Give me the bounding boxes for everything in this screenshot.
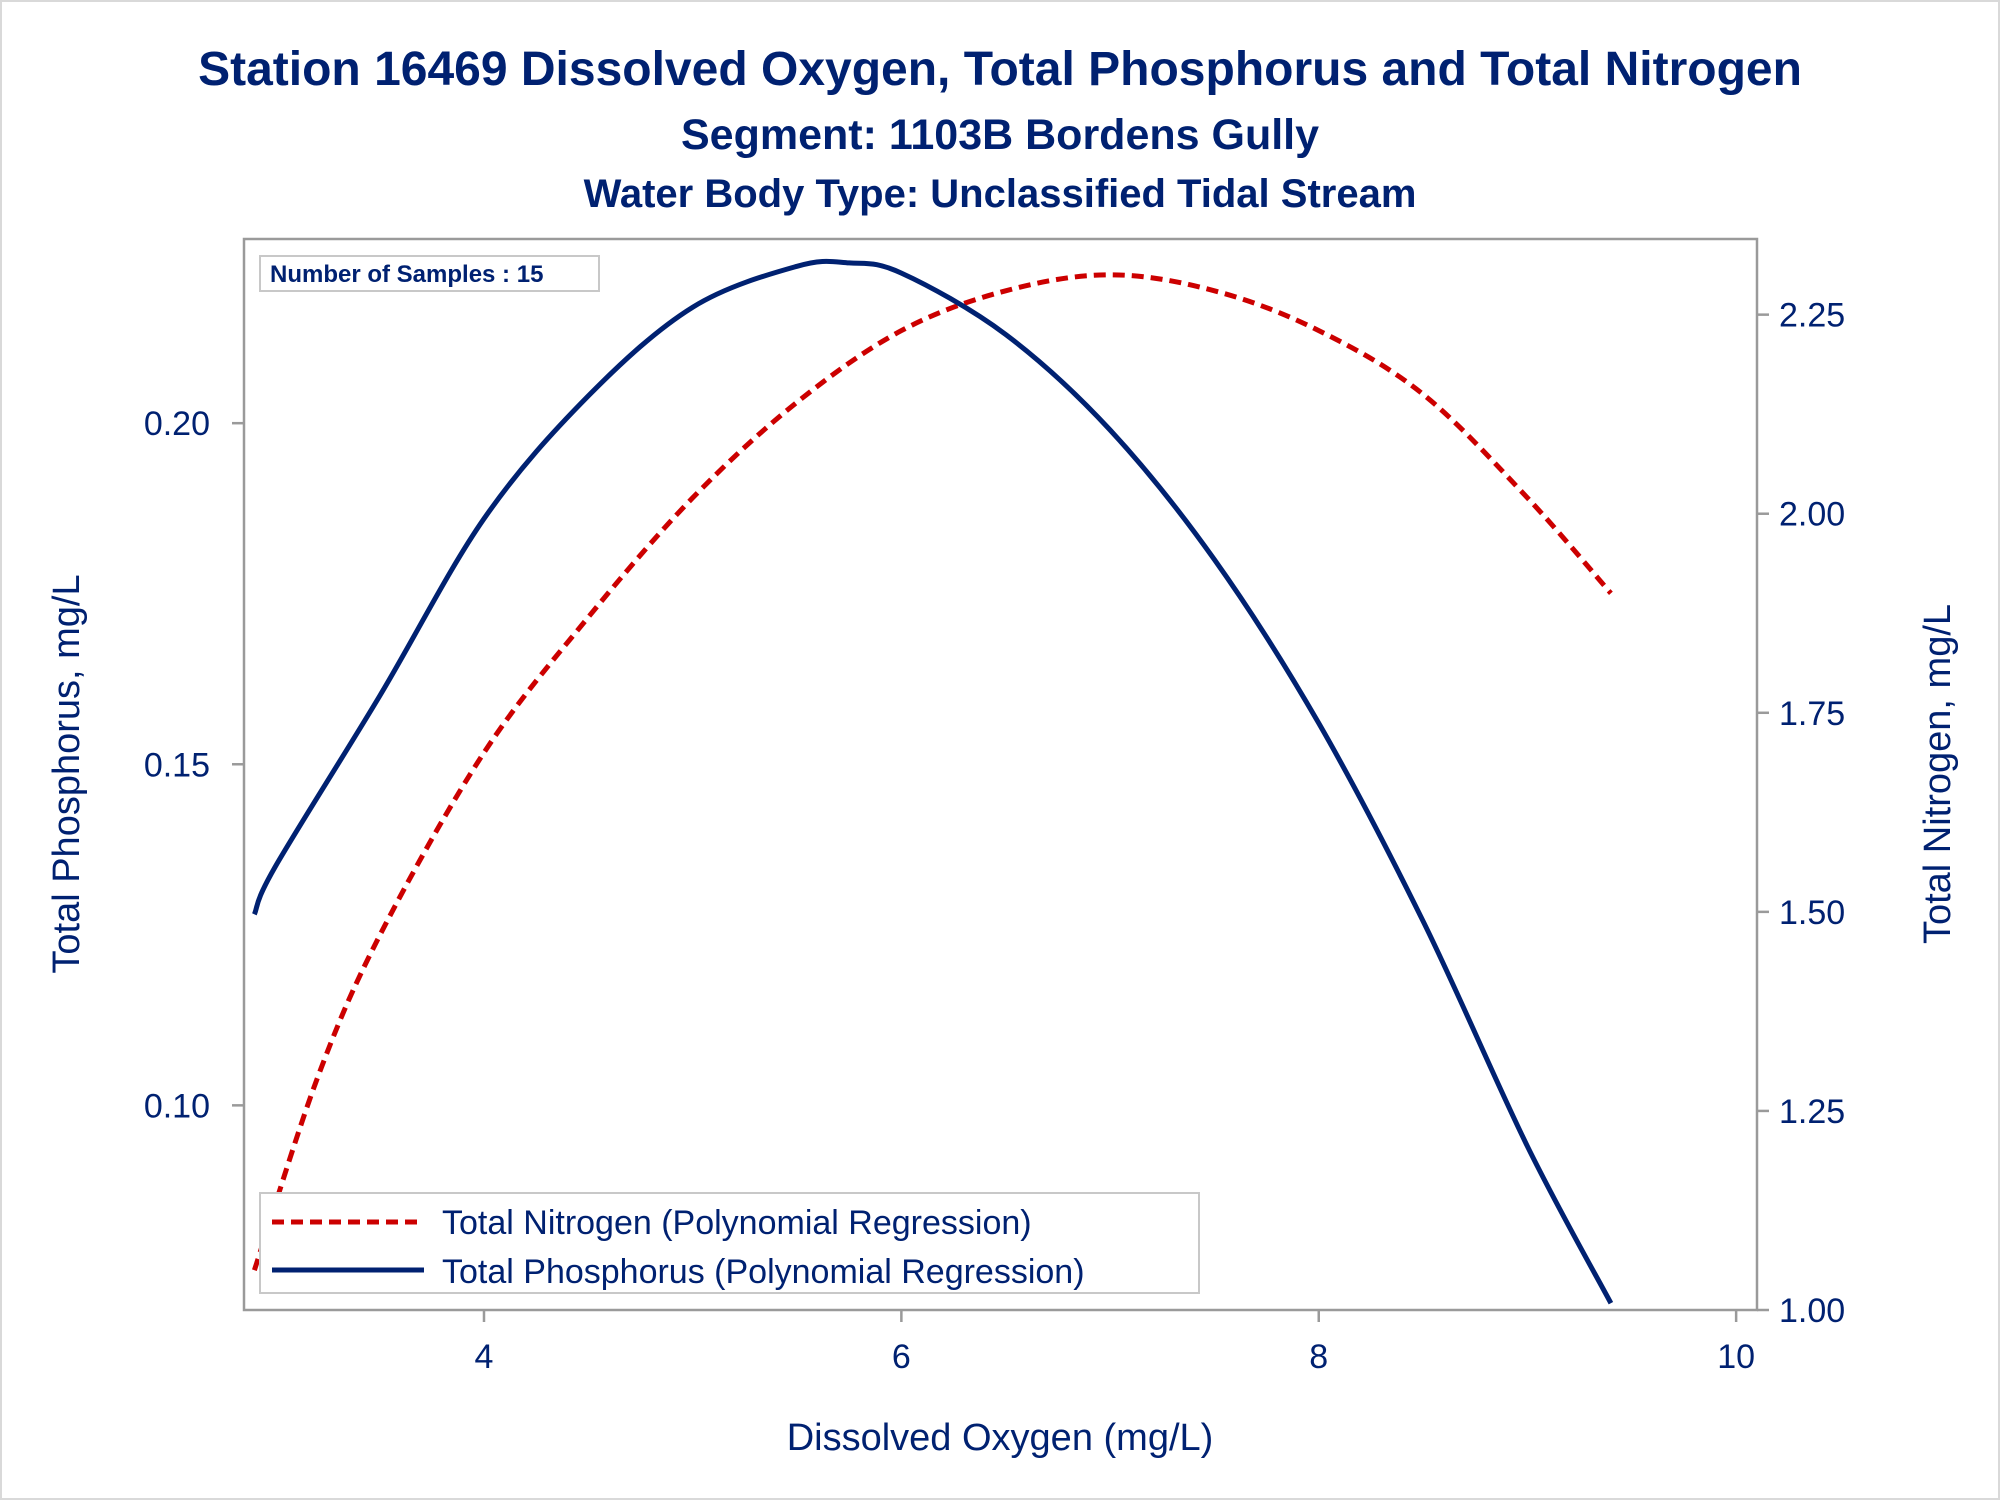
chart-subtitle-2: Water Body Type: Unclassified Tidal Stre… [584, 172, 1417, 216]
x-tick-label: 6 [892, 1338, 911, 1376]
sample-count-inset: Number of Samples : 15 [259, 255, 600, 292]
x-tick-label: 4 [475, 1338, 494, 1376]
sample-count-box [259, 255, 600, 292]
y2-tick-label: 1.75 [1779, 695, 1845, 733]
y-axis-left: 0.10 0.15 0.20 [144, 405, 244, 1125]
y-tick-label: 0.20 [144, 405, 210, 443]
y2-tick-label: 2.25 [1779, 297, 1845, 335]
y2-tick-label: 1.25 [1779, 1093, 1845, 1131]
y-axis-right: 1.00 1.25 1.50 1.75 2.00 2.25 [1757, 297, 1845, 1330]
y2-tick-label: 1.50 [1779, 894, 1845, 932]
y2-tick-label: 1.00 [1779, 1292, 1845, 1330]
legend-label-nitrogen: Total Nitrogen (Polynomial Regression) [442, 1204, 1032, 1242]
series-line-phosphorus [252, 258, 1614, 1305]
series-layer [252, 258, 1614, 1305]
chart-title: Station 16469 Dissolved Oxygen, Total Ph… [198, 43, 1802, 96]
legend: Total Nitrogen (Polynomial Regression) T… [259, 1192, 1200, 1294]
y-tick-label: 0.10 [144, 1087, 210, 1125]
series-line-nitrogen [252, 272, 1613, 1271]
x-axis: 4 6 8 10 [475, 1310, 1755, 1376]
plot-area [242, 237, 1759, 1312]
y2-tick-label: 2.00 [1779, 496, 1845, 534]
x-tick-label: 8 [1309, 1338, 1328, 1376]
sample-count-text: Number of Samples : 15 [270, 261, 543, 288]
y-tick-label: 0.15 [144, 746, 210, 784]
x-axis-label: Dissolved Oxygen (mg/L) [787, 1417, 1214, 1459]
y-axis-label: Total Phosphorus, mg/L [46, 574, 88, 973]
chart-subtitle: Segment: 1103B Bordens Gully [681, 111, 1319, 159]
legend-box [259, 1192, 1200, 1294]
y2-axis-label: Total Nitrogen, mg/L [1917, 604, 1959, 944]
x-tick-label: 10 [1717, 1338, 1755, 1376]
legend-label-phosphorus: Total Phosphorus (Polynomial Regression) [442, 1253, 1085, 1291]
